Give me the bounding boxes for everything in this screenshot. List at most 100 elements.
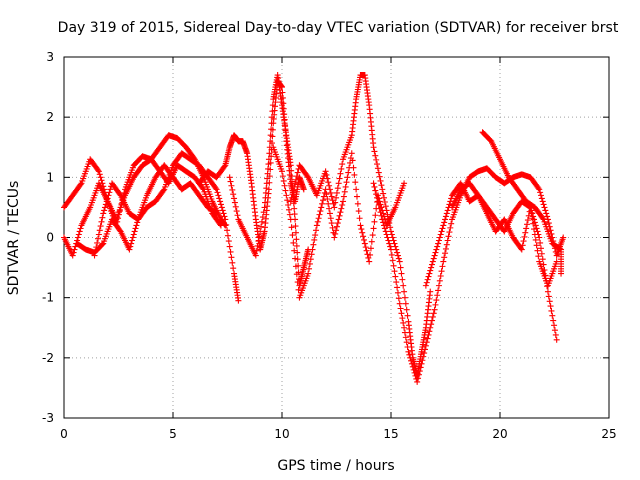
data-point (558, 270, 565, 277)
data-point (333, 223, 340, 230)
data-point (379, 186, 386, 193)
data-point (548, 307, 555, 314)
data-point (291, 205, 298, 212)
data-point (401, 294, 408, 301)
data-point (429, 258, 436, 265)
data-point (93, 244, 100, 251)
data-point (428, 321, 435, 328)
data-point (74, 234, 81, 241)
data-point (522, 229, 529, 236)
data-point (546, 298, 553, 305)
data-point (411, 369, 418, 376)
data-point (389, 234, 396, 241)
data-point (366, 258, 373, 265)
data-point (377, 209, 384, 216)
data-point (76, 228, 83, 235)
data-point (365, 254, 372, 261)
data-point (530, 213, 537, 220)
data-point (399, 276, 406, 283)
data-point (132, 225, 139, 232)
y-tick-label: 0 (46, 231, 54, 245)
data-point (423, 279, 430, 286)
data-point (349, 157, 356, 164)
data-point (537, 192, 544, 199)
data-point (348, 150, 355, 157)
data-point (385, 237, 392, 244)
data-point (353, 193, 360, 200)
data-point (92, 248, 99, 255)
data-point (538, 195, 545, 202)
data-point (371, 183, 378, 190)
data-point (305, 270, 312, 277)
data-point (444, 207, 451, 214)
data-point (287, 198, 294, 205)
data-point (290, 187, 297, 194)
data-point (231, 199, 238, 206)
data-point (105, 192, 112, 199)
data-point (375, 202, 382, 209)
data-point (419, 357, 426, 364)
data-point (393, 246, 400, 253)
data-point (226, 243, 233, 250)
data-point (232, 203, 239, 210)
data-point (225, 238, 232, 245)
data-point (293, 236, 300, 243)
series-sat-f (226, 72, 312, 289)
data-point (543, 210, 550, 217)
data-point (431, 306, 438, 313)
data-point (215, 192, 222, 199)
data-point (288, 167, 295, 174)
data-point (279, 173, 286, 180)
x-tick-label: 15 (383, 427, 398, 441)
data-point (102, 201, 109, 208)
data-point (230, 191, 237, 198)
data-point (422, 346, 429, 353)
data-point (292, 176, 299, 183)
data-point (362, 244, 369, 251)
data-point (415, 371, 422, 378)
x-tick-label: 25 (601, 427, 616, 441)
data-point (426, 328, 433, 335)
data-point (401, 329, 408, 336)
data-point (292, 229, 299, 236)
data-point (319, 200, 326, 207)
data-point (437, 231, 444, 238)
data-point (361, 240, 368, 247)
data-point (381, 199, 388, 206)
data-point (283, 192, 290, 199)
data-point (537, 239, 544, 246)
data-point (427, 288, 434, 295)
data-point (96, 171, 103, 178)
data-point (382, 203, 389, 210)
data-point (520, 238, 527, 245)
data-point (291, 247, 298, 254)
data-point (409, 363, 416, 370)
data-point (217, 201, 224, 208)
data-point (531, 226, 538, 233)
data-point (398, 310, 405, 317)
data-point (314, 218, 321, 225)
data-point (267, 132, 274, 139)
data-point (309, 246, 316, 253)
data-point (227, 248, 234, 255)
data-point (104, 195, 111, 202)
data-point (268, 126, 275, 133)
data-point (257, 228, 264, 235)
data-point (226, 174, 233, 181)
data-point (397, 305, 404, 312)
data-point (440, 258, 447, 265)
data-point (397, 264, 404, 271)
data-point (416, 368, 423, 375)
data-point (401, 324, 408, 331)
data-point (293, 271, 300, 278)
data-point (374, 194, 381, 201)
data-point (224, 227, 231, 234)
data-point (427, 267, 434, 274)
data-point (387, 224, 394, 231)
data-point (549, 312, 556, 319)
data-point (435, 287, 442, 294)
data-point (333, 227, 340, 234)
data-point (405, 348, 412, 355)
x-tick-label: 20 (492, 427, 507, 441)
data-point (374, 161, 381, 168)
